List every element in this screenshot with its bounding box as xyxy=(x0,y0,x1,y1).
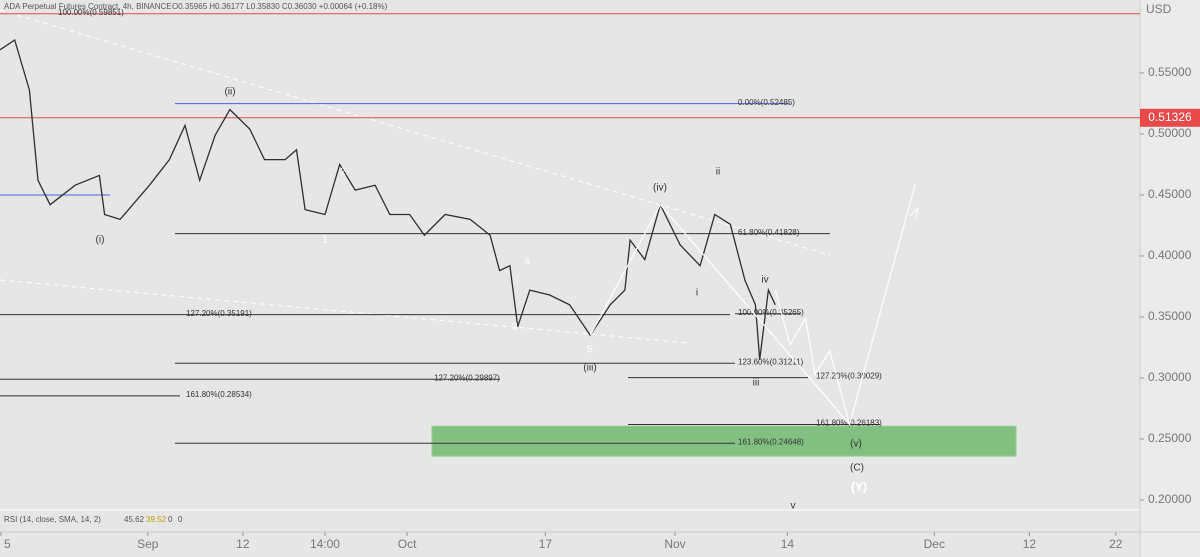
y-tick-label: 0.45000 xyxy=(1148,187,1192,201)
trendline xyxy=(0,279,689,344)
price-tag: 0.51326 xyxy=(1148,110,1192,124)
y-tick-label: 0.25000 xyxy=(1148,431,1192,445)
currency: USD xyxy=(1146,2,1172,16)
x-tick-label: 14:00 xyxy=(310,537,340,551)
rsi-value: 0 xyxy=(178,515,183,524)
wave-label: (i) xyxy=(96,235,105,246)
y-tick-label: 0.40000 xyxy=(1148,248,1192,262)
fib-label: 161.80%(0.28534) xyxy=(186,390,252,399)
x-tick-label: 14 xyxy=(781,537,795,551)
fib-label: 127.20%(0.35191) xyxy=(186,309,252,318)
x-tick-label: 17 xyxy=(539,537,553,551)
wave-label: iv xyxy=(761,275,768,286)
wave-label: 2 xyxy=(340,167,346,178)
fib-label: 123.60%(0.31211) xyxy=(738,357,804,366)
wave-label: (iv) xyxy=(653,183,667,194)
rsi-value: 45.62 xyxy=(124,515,145,524)
fib-label: 61.80%(0.41828) xyxy=(738,228,800,237)
ohlc: O0.35965 H0.36177 L0.35830 C0.36030 +0.0… xyxy=(172,2,388,11)
target-zone xyxy=(431,425,1017,457)
y-tick-label: 0.30000 xyxy=(1148,370,1192,384)
y-tick-label: 0.55000 xyxy=(1148,65,1192,79)
price-tag-box xyxy=(1140,108,1200,127)
wave-label: (ii) xyxy=(224,87,235,98)
wave-label: ii xyxy=(716,167,720,178)
wave-label: v xyxy=(791,501,796,512)
symbol-title: ADA Perpetual Futures Contract, 4h, BINA… xyxy=(4,2,172,11)
rsi-label: RSI (14, close, SMA, 14, 2) xyxy=(4,515,101,524)
x-tick-label: 5 xyxy=(4,537,11,551)
wave-label: (Y) xyxy=(851,480,867,494)
trendline xyxy=(0,9,831,256)
wave-label: 4 xyxy=(524,257,530,268)
wave-label: 1 xyxy=(322,235,328,246)
price-axis xyxy=(1140,0,1200,557)
rsi-value: 39.52 xyxy=(146,515,167,524)
fib-label: 127.20%(0.29897) xyxy=(434,373,500,382)
fib-label: 0.00%(0.52485) xyxy=(738,98,795,107)
y-tick-label: 0.20000 xyxy=(1148,492,1192,506)
x-tick-label: Dec xyxy=(924,537,945,551)
rsi-value: 0 xyxy=(168,515,173,524)
projection-line xyxy=(589,183,916,427)
price-line xyxy=(0,38,776,360)
wave-label: 5 xyxy=(587,345,593,356)
x-tick-label: 12 xyxy=(1023,537,1037,551)
y-tick-label: 0.35000 xyxy=(1148,309,1192,323)
wave-label: (iii) xyxy=(583,363,596,374)
x-tick-label: 12 xyxy=(236,537,250,551)
fib-label: 100.00%(0.59851) xyxy=(58,8,124,17)
wave-label: (v) xyxy=(850,439,862,450)
wave-label: iii xyxy=(753,378,760,389)
x-tick-label: Nov xyxy=(664,537,685,551)
y-tick-label: 0.50000 xyxy=(1148,126,1192,140)
wave-label: 3 xyxy=(512,322,518,333)
wave-label: (C) xyxy=(850,463,864,474)
fib-label: 127.20%(0.30029) xyxy=(816,372,882,381)
wave-label: i xyxy=(696,288,698,299)
fib-label: 161.80%(0.24648) xyxy=(738,437,804,446)
x-tick-label: Oct xyxy=(398,537,417,551)
arrow-head xyxy=(909,206,919,220)
x-tick-label: 22 xyxy=(1109,537,1123,551)
fib-label: 100.00%(0.35265) xyxy=(738,308,804,317)
x-tick-label: Sep xyxy=(137,537,159,551)
